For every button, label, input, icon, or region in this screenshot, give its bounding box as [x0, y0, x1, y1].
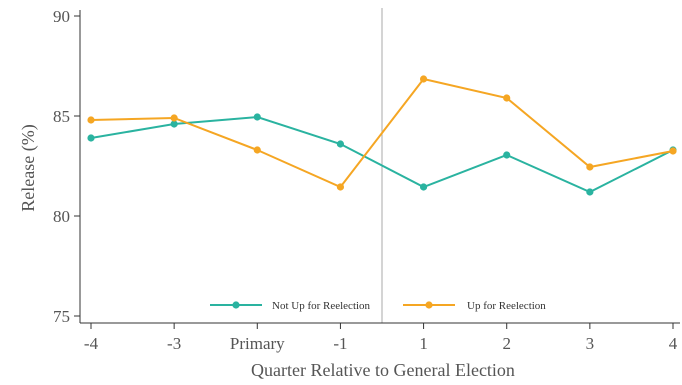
x-tick-label: -1 — [333, 334, 347, 353]
y-axis: 75 80 85 90 — [53, 7, 81, 326]
y-tick-label: 80 — [53, 207, 70, 226]
data-point — [419, 183, 428, 191]
data-point — [87, 116, 95, 124]
x-tick-label: 1 — [419, 334, 428, 353]
x-tick-label: 4 — [669, 334, 678, 353]
data-point — [503, 151, 511, 159]
x-tick-label: 3 — [586, 334, 595, 353]
x-tick-label: Primary — [230, 334, 285, 353]
data-point — [586, 188, 594, 196]
y-tick-label: 85 — [53, 107, 70, 126]
series-layer — [87, 75, 677, 196]
legend-label: Not Up for Reelection — [272, 300, 371, 312]
data-point — [253, 113, 261, 121]
y-tick-label: 75 — [53, 307, 70, 326]
data-point — [336, 140, 345, 148]
x-tick-label: 2 — [502, 334, 511, 353]
legend-swatch-marker — [232, 301, 240, 309]
data-point — [669, 147, 677, 155]
x-tick-label: -3 — [167, 334, 181, 353]
data-point — [586, 163, 594, 171]
legend-item-0: Not Up for Reelection — [210, 300, 371, 312]
series-line-1 — [90, 77, 674, 189]
data-point — [170, 114, 178, 122]
legend-swatch-marker — [425, 301, 433, 309]
data-point — [87, 134, 95, 142]
legend-item-1: Up for Reelection — [403, 300, 546, 312]
legend: Not Up for Reelection Up for Reelection — [210, 300, 546, 312]
y-tick-label: 90 — [53, 7, 70, 26]
x-axis-title: Quarter Relative to General Election — [251, 360, 515, 380]
x-axis: -4 -3 Primary -1 1 2 3 4 — [80, 322, 680, 353]
data-point — [253, 146, 261, 154]
data-point — [170, 120, 178, 128]
data-point — [419, 75, 428, 83]
y-axis-title: Release (%) — [18, 124, 39, 211]
legend-label: Up for Reelection — [467, 300, 546, 312]
data-point — [336, 183, 345, 191]
x-tick-label: -4 — [84, 334, 99, 353]
data-point — [503, 94, 511, 102]
